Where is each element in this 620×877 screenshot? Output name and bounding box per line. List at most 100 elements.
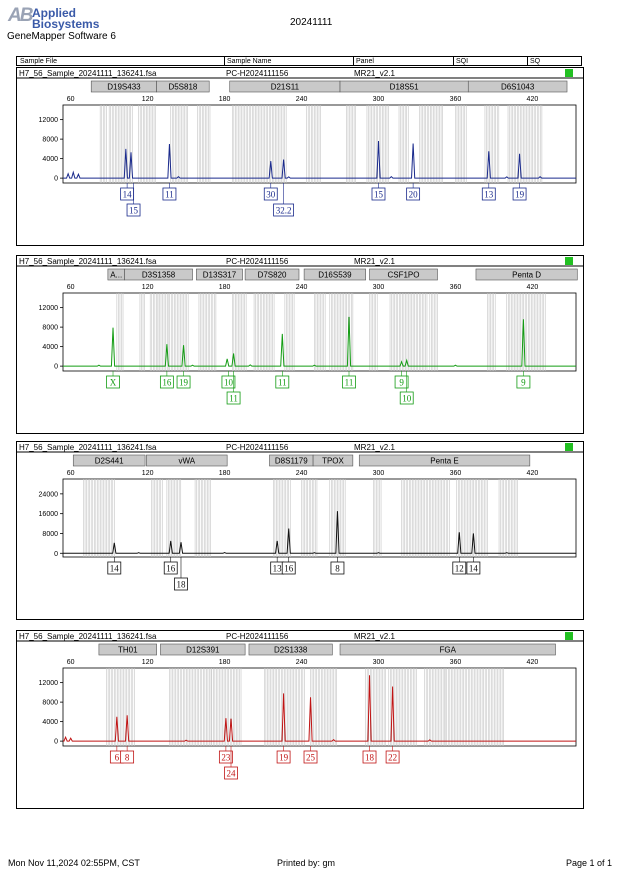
software-name: GeneMapper Software 6 bbox=[7, 31, 116, 42]
allele-call-label: 8 bbox=[335, 564, 340, 574]
y-tick-label: 0 bbox=[54, 364, 58, 371]
y-tick-label: 4000 bbox=[42, 719, 58, 726]
allele-call-label: 14 bbox=[123, 190, 133, 200]
panel-name: MR21_v2.1 bbox=[354, 443, 395, 452]
allele-call-box bbox=[275, 375, 290, 389]
x-tick-label: 60 bbox=[67, 470, 75, 477]
footer-printed-by: Printed by: gm bbox=[277, 858, 336, 868]
allele-call-label: 14 bbox=[110, 564, 120, 574]
marker-label: A... bbox=[110, 271, 122, 280]
marker-label: D5S818 bbox=[168, 83, 197, 92]
marker-label: D2S441 bbox=[95, 457, 124, 466]
sample-file-name: H7_56_Sample_20241111_136241.fsa bbox=[19, 632, 157, 641]
marker-label: D12S391 bbox=[186, 646, 220, 655]
allele-call-label: 6 bbox=[115, 753, 120, 763]
sample-name: PC-H2024111156 bbox=[226, 443, 289, 452]
col-divider bbox=[527, 57, 528, 65]
y-tick-label: 4000 bbox=[42, 156, 58, 163]
marker-label: D13S317 bbox=[203, 271, 237, 280]
col-sq: SQ bbox=[530, 58, 541, 65]
x-tick-label: 300 bbox=[373, 284, 385, 291]
x-tick-label: 420 bbox=[527, 96, 539, 103]
allele-call-box bbox=[362, 750, 377, 764]
x-tick-label: 60 bbox=[67, 96, 75, 103]
allele-call-box bbox=[385, 750, 400, 764]
allele-call-box bbox=[273, 203, 294, 217]
allele-call-label: 13 bbox=[484, 190, 494, 200]
allele-call-box bbox=[174, 577, 188, 591]
marker-label: D18S51 bbox=[390, 83, 419, 92]
y-tick-label: 0 bbox=[54, 739, 58, 746]
allele-call-label: 32.2 bbox=[276, 206, 292, 216]
y-tick-label: 8000 bbox=[42, 700, 58, 707]
y-tick-label: 8000 bbox=[42, 325, 58, 332]
marker-bar bbox=[124, 268, 193, 281]
sq-status-indicator bbox=[565, 443, 573, 451]
allele-call-box bbox=[330, 561, 345, 575]
y-tick-label: 24000 bbox=[39, 491, 59, 498]
allele-call-label: 19 bbox=[515, 190, 525, 200]
x-tick-label: 420 bbox=[527, 659, 539, 666]
x-tick-label: 420 bbox=[527, 470, 539, 477]
marker-label: D2S1338 bbox=[274, 646, 308, 655]
marker-bar bbox=[196, 268, 243, 281]
marker-bar bbox=[156, 80, 210, 93]
sample-name: PC-H2024111156 bbox=[226, 632, 289, 641]
plot-frame bbox=[62, 104, 577, 184]
x-tick-label: 180 bbox=[219, 470, 231, 477]
allele-call-box bbox=[226, 391, 241, 405]
logo-text-biosystems: Biosystems bbox=[32, 17, 100, 31]
y-tick-label: 12000 bbox=[39, 680, 59, 687]
sq-status-indicator bbox=[565, 632, 573, 640]
marker-label: TPOX bbox=[322, 457, 344, 466]
electropherogram-panel-green: H7_56_Sample_20241111_136241.fsa PC-H2024… bbox=[16, 255, 584, 434]
col-panel: Panel bbox=[356, 58, 374, 65]
allele-call-label: 13 bbox=[273, 564, 283, 574]
allele-call-box bbox=[281, 561, 296, 575]
y-tick-label: 4000 bbox=[42, 344, 58, 351]
marker-bar bbox=[467, 80, 568, 93]
y-tick-label: 8000 bbox=[42, 531, 58, 538]
panel-name: MR21_v2.1 bbox=[354, 257, 395, 266]
allele-call-box bbox=[516, 375, 531, 389]
allele-call-box bbox=[107, 561, 122, 575]
allele-call-label: 14 bbox=[469, 564, 479, 574]
allele-call-label: 9 bbox=[399, 378, 404, 388]
marker-bar bbox=[339, 643, 556, 656]
electropherogram-panel-black: H7_56_Sample_20241111_136241.fsa PC-H2024… bbox=[16, 441, 584, 620]
allele-call-label: 10 bbox=[402, 394, 412, 404]
footer-page: Page 1 of 1 bbox=[566, 858, 613, 868]
y-tick-label: 8000 bbox=[42, 137, 58, 144]
logo-text-applied: Applied bbox=[32, 6, 76, 20]
allele-call-box bbox=[466, 561, 481, 575]
allele-call-box bbox=[342, 375, 356, 389]
x-tick-label: 60 bbox=[67, 284, 75, 291]
x-tick-label: 180 bbox=[219, 284, 231, 291]
electropherogram-panel-blue: H7_56_Sample_20241111_136241.fsa PC-H2024… bbox=[16, 67, 584, 246]
allele-call-label: 16 bbox=[166, 564, 176, 574]
x-tick-label: 60 bbox=[67, 659, 75, 666]
x-tick-label: 240 bbox=[296, 284, 308, 291]
plot-frame bbox=[62, 292, 577, 372]
y-tick-label: 0 bbox=[54, 176, 58, 183]
x-tick-label: 240 bbox=[296, 96, 308, 103]
x-tick-label: 360 bbox=[450, 659, 462, 666]
allele-call-label: 8 bbox=[125, 753, 130, 763]
col-sqi: SQI bbox=[456, 58, 469, 65]
marker-label: CSF1PO bbox=[387, 271, 419, 280]
allele-call-label: 10 bbox=[224, 378, 234, 388]
x-tick-label: 240 bbox=[296, 659, 308, 666]
allele-call-box bbox=[263, 187, 278, 201]
electropherogram-panel-red: H7_56_Sample_20241111_136241.fsa PC-H2024… bbox=[16, 630, 584, 809]
allele-call-label: 18 bbox=[365, 753, 375, 763]
marker-label: vWA bbox=[178, 457, 195, 466]
marker-bar bbox=[248, 643, 333, 656]
allele-call-label: 15 bbox=[374, 190, 384, 200]
allele-call-label: 11 bbox=[165, 190, 174, 200]
allele-call-label: 15 bbox=[129, 206, 139, 216]
allele-call-box bbox=[120, 750, 135, 764]
marker-label: Penta D bbox=[512, 271, 541, 280]
allele-call-box bbox=[126, 203, 141, 217]
allele-call-label: 23 bbox=[221, 753, 231, 763]
marker-bar bbox=[160, 643, 246, 656]
